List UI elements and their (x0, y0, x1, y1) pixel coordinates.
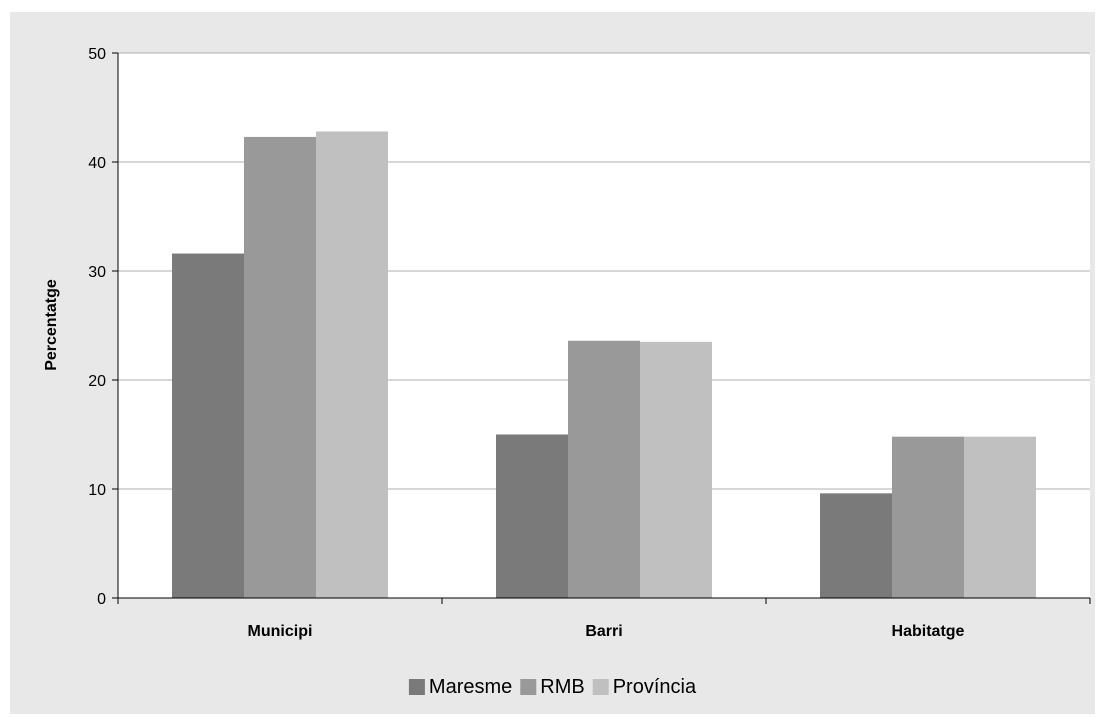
x-category-label: Habitatge (892, 623, 965, 640)
bar-chart: 0 10 20 30 40 50 Municipi Barri Habitatge Perce… (43, 46, 1091, 698)
bar-rmb-municipi (244, 136, 316, 598)
bar-maresme-habitatge (820, 493, 892, 598)
bar-rmb-barri (568, 340, 640, 598)
x-category-labels: Municipi Barri Habitatge (248, 623, 965, 640)
legend-swatch-prov-ncia (592, 679, 609, 695)
y-tick-label: 40 (88, 155, 106, 172)
axes (112, 52, 1091, 604)
y-axis-title: Percentatge (43, 279, 60, 371)
y-tick-label: 30 (88, 264, 106, 281)
legend-label-maresme: Maresme (429, 676, 512, 698)
y-tick-label: 10 (88, 482, 106, 499)
bars (172, 131, 1036, 598)
legend-swatch-rmb (520, 679, 537, 695)
legend-label-prov-ncia: Província (613, 676, 697, 698)
legend-label-rmb: RMB (540, 676, 584, 698)
chart-frame: 0 10 20 30 40 50 Municipi Barri Habitatge Perce… (10, 12, 1095, 714)
x-category-label: Barri (585, 623, 622, 640)
y-tick-label: 20 (88, 373, 106, 390)
bar-prov-ncia-municipi (316, 131, 388, 598)
bar-maresme-barri (496, 434, 568, 598)
legend-swatch-maresme (408, 679, 425, 695)
bar-prov-ncia-barri (640, 341, 712, 598)
bar-maresme-municipi (172, 253, 244, 598)
y-tick-label: 0 (97, 591, 106, 608)
bar-prov-ncia-habitatge (964, 436, 1036, 598)
bar-rmb-habitatge (892, 436, 964, 598)
x-category-label: Municipi (248, 623, 313, 640)
y-tick-labels: 0 10 20 30 40 50 (88, 46, 106, 608)
y-tick-label: 50 (88, 46, 106, 63)
legend: Maresme RMB Província (408, 676, 697, 698)
